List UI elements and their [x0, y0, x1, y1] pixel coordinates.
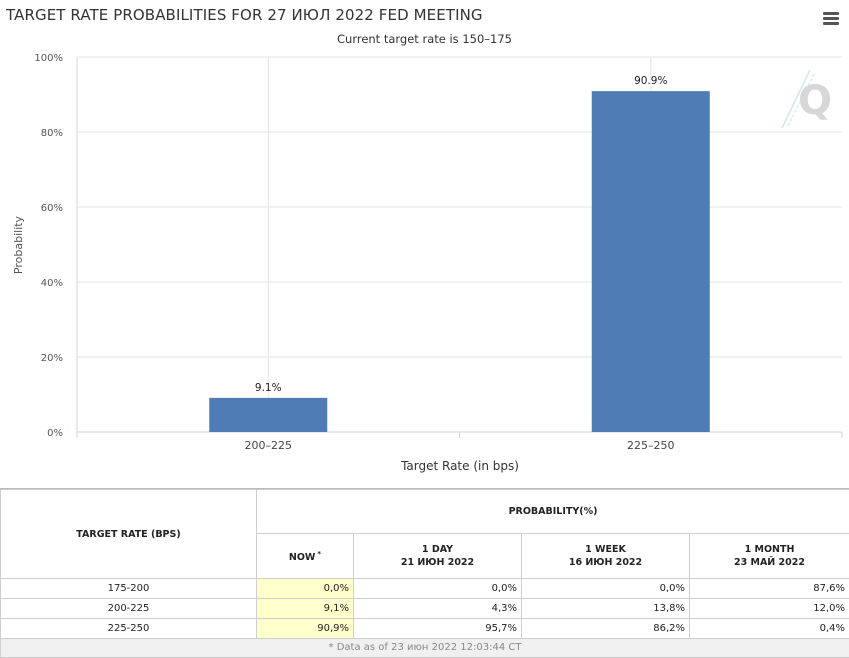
value-cell: 0,0%	[522, 579, 690, 599]
x-tick-label: 225–250	[627, 439, 675, 452]
value-cell: 87,6%	[690, 579, 849, 599]
data-label: 9.1%	[255, 382, 282, 394]
probability-table-wrapper: TARGET RATE (BPS) PROBABILITY(%) NOW* 1 …	[0, 489, 849, 658]
value-cell: 13,8%	[522, 599, 690, 619]
bar-225–250[interactable]	[592, 91, 710, 432]
x-tick-label: 200–225	[245, 439, 293, 452]
value-cell: 12,0%	[690, 599, 849, 619]
y-tick-label: 20%	[41, 353, 63, 364]
value-cell: 4,3%	[354, 599, 522, 619]
bars	[209, 91, 710, 432]
x-axis-label: Target Rate (in bps)	[400, 459, 519, 473]
y-tick-label: 60%	[41, 203, 63, 214]
target-rate-header: TARGET RATE (BPS)	[1, 490, 257, 579]
probability-table: TARGET RATE (BPS) PROBABILITY(%) NOW* 1 …	[0, 489, 849, 658]
y-tick-label: 80%	[41, 128, 63, 139]
now-cell: 0,0%	[257, 579, 354, 599]
gridlines	[77, 57, 842, 432]
y-tick-label: 100%	[34, 53, 63, 64]
table-row: 175-200 0,0% 0,0% 0,0% 87,6%	[1, 579, 849, 599]
value-cell: 95,7%	[354, 619, 522, 639]
value-cell: 0,0%	[354, 579, 522, 599]
col-header-now: NOW*	[257, 533, 354, 578]
rate-cell: 225-250	[1, 619, 257, 639]
y-axis-ticks: 0% 20% 40% 60% 80% 100%	[34, 53, 63, 439]
probability-header: PROBABILITY(%)	[257, 490, 849, 534]
data-label: 90.9%	[634, 75, 667, 87]
table-row: 200-225 9,1% 4,3% 13,8% 12,0%	[1, 599, 849, 619]
bar-200–225[interactable]	[209, 398, 327, 432]
rate-cell: 200-225	[1, 599, 257, 619]
value-cell: 0,4%	[690, 619, 849, 639]
data-timestamp-footnote: * Data as of 23 июн 2022 12:03:44 CT	[1, 639, 849, 658]
y-tick-label: 40%	[41, 278, 63, 289]
y-axis-label: Probability	[12, 215, 25, 274]
y-tick-label: 0%	[47, 428, 63, 439]
x-axis-ticks: 200–225 225–250	[77, 432, 842, 452]
chart-area: TARGET RATE PROBABILITIES FOR 27 ИЮЛ 202…	[0, 0, 849, 488]
now-cell: 9,1%	[257, 599, 354, 619]
value-cell: 86,2%	[522, 619, 690, 639]
bar-chart: 0% 20% 40% 60% 80% 100% 9.1% 90.9% 200–225 225–…	[0, 0, 849, 488]
now-cell: 90,9%	[257, 619, 354, 639]
rate-cell: 175-200	[1, 579, 257, 599]
table-row: 225-250 90,9% 95,7% 86,2% 0,4%	[1, 619, 849, 639]
